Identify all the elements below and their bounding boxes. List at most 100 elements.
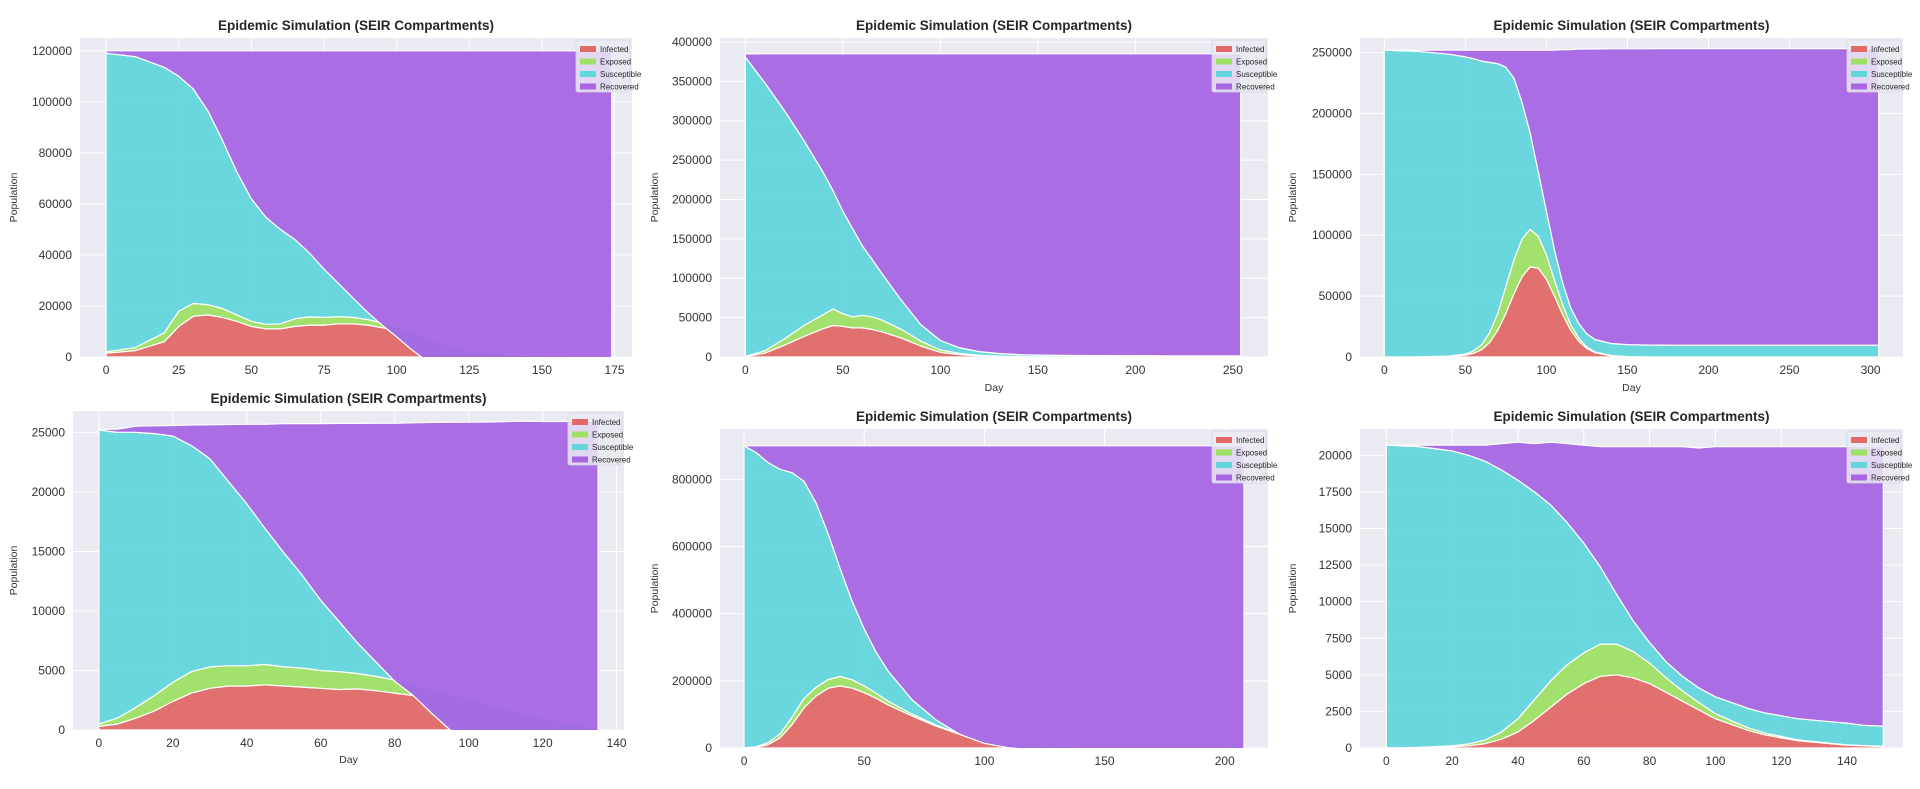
x-tick-label: 140 <box>607 736 627 750</box>
legend-swatch-infected <box>1851 46 1867 52</box>
legend-label-infected: Infected <box>1236 436 1264 445</box>
legend-swatch-susceptible <box>1851 462 1867 468</box>
legend-label-susceptible: Susceptible <box>1236 70 1278 79</box>
x-tick-label: 140 <box>1837 754 1857 768</box>
legend-box <box>1211 39 1267 93</box>
y-tick-label: 100000 <box>1312 228 1352 242</box>
x-tick-label: 80 <box>1643 754 1657 768</box>
chart-title: Epidemic Simulation (SEIR Compartments) <box>1493 18 1769 33</box>
y-axis-label: Population <box>1287 564 1299 614</box>
x-tick-label: 25 <box>172 363 186 377</box>
x-tick-label: 0 <box>1381 363 1388 377</box>
y-axis-label: Population <box>8 173 20 223</box>
y-tick-label: 350000 <box>672 74 712 88</box>
x-tick-label: 40 <box>1511 754 1525 768</box>
legend-swatch-recovered <box>1216 474 1232 481</box>
y-axis-label: Population <box>649 173 661 223</box>
x-tick-label: 0 <box>103 363 110 377</box>
legend-swatch-susceptible <box>580 71 596 77</box>
legend-label-infected: Infected <box>1236 45 1264 54</box>
y-tick-label: 250000 <box>672 153 712 167</box>
legend-label-exposed: Exposed <box>1236 449 1267 458</box>
legend-label-recovered: Recovered <box>1236 83 1275 92</box>
y-tick-label: 100000 <box>32 95 72 109</box>
legend: Infected Exposed Susceptible Recovered <box>567 412 634 466</box>
legend-box <box>1846 430 1902 484</box>
legend-swatch-susceptible <box>572 444 588 450</box>
legend-label-susceptible: Susceptible <box>1871 461 1913 470</box>
legend-label-exposed: Exposed <box>592 431 623 440</box>
legend-swatch-infected <box>572 419 588 425</box>
x-tick-label: 200 <box>1698 363 1718 377</box>
x-tick-label: 50 <box>858 754 872 768</box>
legend-box <box>567 412 623 466</box>
legend-swatch-exposed <box>1216 58 1232 65</box>
x-tick-label: 100 <box>974 754 994 768</box>
x-tick-label: 200 <box>1125 363 1145 377</box>
legend-swatch-exposed <box>1851 58 1867 65</box>
area-recovered <box>744 53 1242 357</box>
x-tick-label: 20 <box>1445 754 1459 768</box>
legend-label-recovered: Recovered <box>1236 474 1275 483</box>
x-axis-label: Day <box>1622 382 1641 394</box>
legend-swatch-recovered <box>572 456 588 463</box>
y-tick-label: 0 <box>1345 741 1352 755</box>
x-tick-label: 120 <box>1771 754 1791 768</box>
y-tick-label: 5000 <box>38 663 65 677</box>
y-tick-label: 200000 <box>1312 106 1352 120</box>
legend-swatch-infected <box>1216 46 1232 52</box>
y-tick-label: 20000 <box>39 299 73 313</box>
x-tick-label: 75 <box>317 363 331 377</box>
legend-label-exposed: Exposed <box>600 58 631 67</box>
legend-box <box>1211 430 1267 484</box>
legend-box <box>1846 39 1902 93</box>
legend-box <box>575 39 631 93</box>
legend-swatch-infected <box>1216 437 1232 443</box>
chart-panel-5: 0 200000 400000 600000 800000 0 50 100 150 200 Epi… <box>649 409 1278 768</box>
y-tick-label: 50000 <box>679 311 713 325</box>
legend-label-exposed: Exposed <box>1871 58 1902 67</box>
x-tick-label: 200 <box>1215 754 1235 768</box>
legend: Infected Exposed Susceptible Recovered <box>1846 430 1913 484</box>
area-recovered <box>105 50 613 357</box>
legend-swatch-infected <box>1851 437 1867 443</box>
legend-label-susceptible: Susceptible <box>592 443 634 452</box>
y-tick-label: 120000 <box>32 44 72 58</box>
x-tick-label: 0 <box>1383 754 1390 768</box>
x-tick-label: 20 <box>166 736 180 750</box>
legend-label-recovered: Recovered <box>600 83 639 92</box>
area-recovered <box>1383 48 1880 346</box>
y-tick-label: 400000 <box>672 35 712 49</box>
legend-label-recovered: Recovered <box>1871 474 1910 483</box>
legend: Infected Exposed Susceptible Recovered <box>1211 430 1278 484</box>
x-tick-label: 150 <box>1617 363 1637 377</box>
y-tick-label: 150000 <box>672 232 712 246</box>
chart-title: Epidemic Simulation (SEIR Compartments) <box>218 18 494 33</box>
x-tick-label: 150 <box>532 363 552 377</box>
stacked-areas <box>743 445 1245 748</box>
legend-label-infected: Infected <box>1871 436 1899 445</box>
y-tick-label: 0 <box>1345 350 1352 364</box>
y-tick-label: 10000 <box>1319 595 1353 609</box>
legend-swatch-susceptible <box>1216 71 1232 77</box>
legend-label-recovered: Recovered <box>592 456 631 465</box>
y-tick-label: 5000 <box>1325 668 1352 682</box>
legend: Infected Exposed Susceptible Recovered <box>1211 39 1278 93</box>
legend-label-exposed: Exposed <box>1871 449 1902 458</box>
area-recovered <box>743 445 1245 748</box>
x-tick-label: 100 <box>930 363 950 377</box>
y-tick-label: 200000 <box>672 674 712 688</box>
y-tick-label: 80000 <box>39 146 73 160</box>
y-tick-label: 150000 <box>1312 167 1352 181</box>
legend-label-susceptible: Susceptible <box>1236 461 1278 470</box>
y-tick-label: 800000 <box>672 472 712 486</box>
stacked-areas <box>1385 441 1884 748</box>
y-tick-label: 17500 <box>1319 485 1353 499</box>
y-tick-label: 600000 <box>672 540 712 554</box>
chart-panel-6: 0 2500 5000 7500 10000 12500 15000 17500 20000 0 2… <box>1287 409 1913 768</box>
legend-swatch-recovered <box>1851 83 1867 90</box>
legend-swatch-susceptible <box>1216 462 1232 468</box>
y-tick-label: 250000 <box>1312 46 1352 60</box>
legend-label-susceptible: Susceptible <box>1871 70 1913 79</box>
